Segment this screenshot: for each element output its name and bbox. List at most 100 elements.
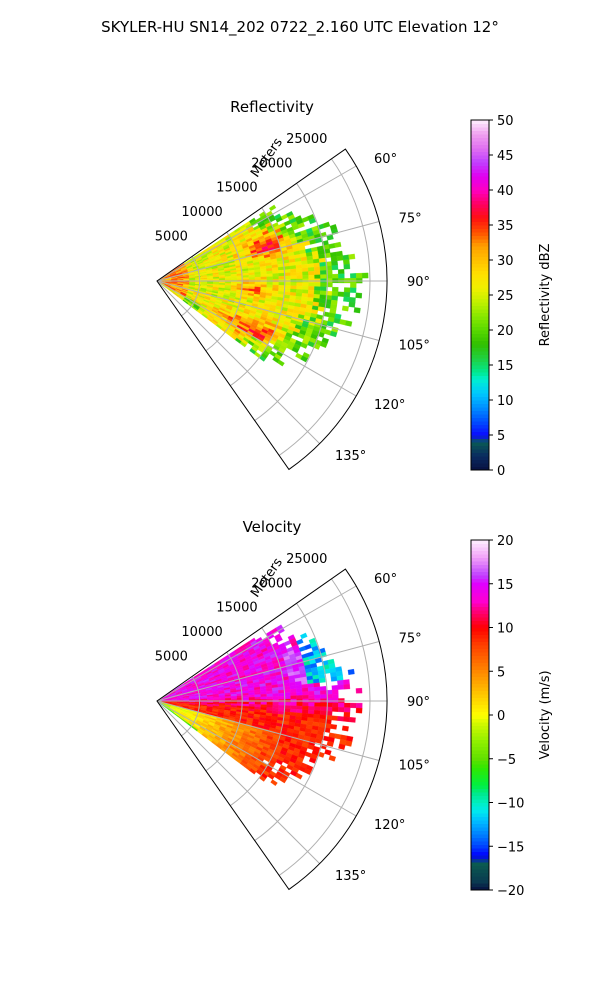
colorbar-segment [471, 680, 489, 684]
colorbar-scale [470, 539, 490, 891]
radial-gridline [254, 182, 328, 421]
colorbar-segment [471, 200, 489, 205]
colorbar-segment [471, 235, 489, 240]
radial-gridline [205, 651, 243, 772]
colorbar-segment [471, 750, 489, 754]
colorbar-segment [471, 375, 489, 380]
colorbar-segment [471, 736, 489, 740]
colorbar-segment [471, 396, 489, 401]
colorbar-segment [471, 312, 489, 317]
colorbar-segment [471, 585, 489, 590]
colorbar-segment [471, 725, 489, 730]
colorbar-segment [471, 792, 489, 796]
colorbar-segment [471, 599, 489, 604]
angle-gridline [156, 700, 357, 817]
colorbar-segment [471, 431, 489, 436]
colorbar-segment [471, 704, 489, 709]
colorbar-segment [471, 232, 489, 236]
colorbar-segment [471, 764, 489, 768]
colorbar-segment [471, 141, 489, 145]
radial-tick-label: 20000 [251, 576, 292, 591]
angle-tick-label: 120° [374, 818, 405, 833]
colorbar-segment [471, 582, 489, 586]
reflectivity-panel: Reflectivity 5000 10000 15000 20000 25000 60… [155, 98, 430, 471]
colorbar-tick-label: 50 [497, 114, 514, 129]
angle-gridline [156, 640, 380, 702]
angle-tick-label: 135° [335, 449, 366, 464]
colorbar-segment [471, 627, 489, 632]
colorbar-segment [471, 120, 489, 124]
velocity-data-field [158, 624, 363, 787]
colorbar-tick-label: 45 [497, 149, 514, 164]
colorbar-segment [471, 340, 489, 345]
velocity-grid [156, 568, 388, 891]
colorbar-segment [471, 179, 489, 184]
colorbar-segment [471, 683, 489, 688]
colorbar-segment [471, 820, 489, 824]
radial-tick-label: 15000 [216, 181, 257, 196]
colorbar-tick-label: 0 [497, 464, 505, 479]
colorbar-segment [471, 876, 489, 880]
colorbar-segment [471, 701, 489, 705]
radial-gridline [230, 207, 286, 387]
colorbar-tick-label: 35 [497, 219, 514, 234]
colorbar-segment [471, 323, 489, 327]
angle-gridline [156, 700, 320, 864]
colorbar-segment [471, 326, 489, 331]
colorbar-segment [471, 886, 489, 891]
colorbar-tick-label: −5 [497, 753, 516, 768]
colorbar-segment [471, 802, 489, 807]
colorbar-segment [471, 424, 489, 429]
colorbar-segment [471, 158, 489, 163]
colorbar-segment [471, 729, 489, 733]
colorbar-segment [471, 354, 489, 359]
colorbar-segment [471, 753, 489, 758]
angle-gridline [156, 280, 357, 397]
colorbar-segment [471, 193, 489, 198]
colorbar-segment [471, 347, 489, 352]
colorbar-segment [471, 592, 489, 597]
colorbar-segment [471, 865, 489, 870]
colorbar-segment [471, 186, 489, 191]
colorbar-segment [471, 281, 489, 285]
colorbar-segment [471, 246, 489, 250]
colorbar-segment [471, 162, 489, 166]
colorbar-segment [471, 386, 489, 390]
colorbar-segment [471, 799, 489, 803]
colorbar-segment [471, 445, 489, 450]
colorbar-segment [471, 690, 489, 695]
angle-gridline [156, 585, 357, 702]
reflectivity-data-field [158, 204, 369, 367]
reflectivity-colorbar-ticks: 0 5 10 15 20 25 30 35 40 45 50 [489, 114, 514, 479]
colorbar-segment [471, 127, 489, 131]
colorbar-tick-label: 5 [497, 429, 505, 444]
colorbar-segment [471, 428, 489, 432]
colorbar-segment [471, 662, 489, 667]
colorbar-segment [471, 204, 489, 208]
colorbar-segment [471, 648, 489, 653]
colorbar-segment [471, 568, 489, 572]
colorbar-segment [471, 827, 489, 831]
colorbar-segment [471, 715, 489, 719]
colorbar-segment [471, 806, 489, 810]
colorbar-segment [471, 368, 489, 373]
colorbar-segment [471, 442, 489, 446]
radial-tick-label: 20000 [251, 156, 292, 171]
radial-tick-label: 5000 [155, 230, 188, 245]
colorbar-segment [471, 403, 489, 408]
colorbar-segment [471, 673, 489, 677]
colorbar-segment [471, 351, 489, 355]
colorbar-segment [471, 722, 489, 726]
colorbar-segment [471, 743, 489, 747]
colorbar-segment [471, 410, 489, 415]
colorbar-segment [471, 676, 489, 681]
colorbar-segment [471, 571, 489, 576]
colorbar-segment [471, 697, 489, 702]
colorbar-segment [471, 372, 489, 376]
angle-tick-label: 135° [335, 869, 366, 884]
colorbar-tick-label: 10 [497, 622, 514, 637]
colorbar-segment [471, 872, 489, 877]
colorbar-tick-label: −10 [497, 797, 524, 812]
colorbar-segment [471, 767, 489, 772]
velocity-angle-ticks: 60° 75° 90° 105° 120° 135° [335, 572, 430, 884]
